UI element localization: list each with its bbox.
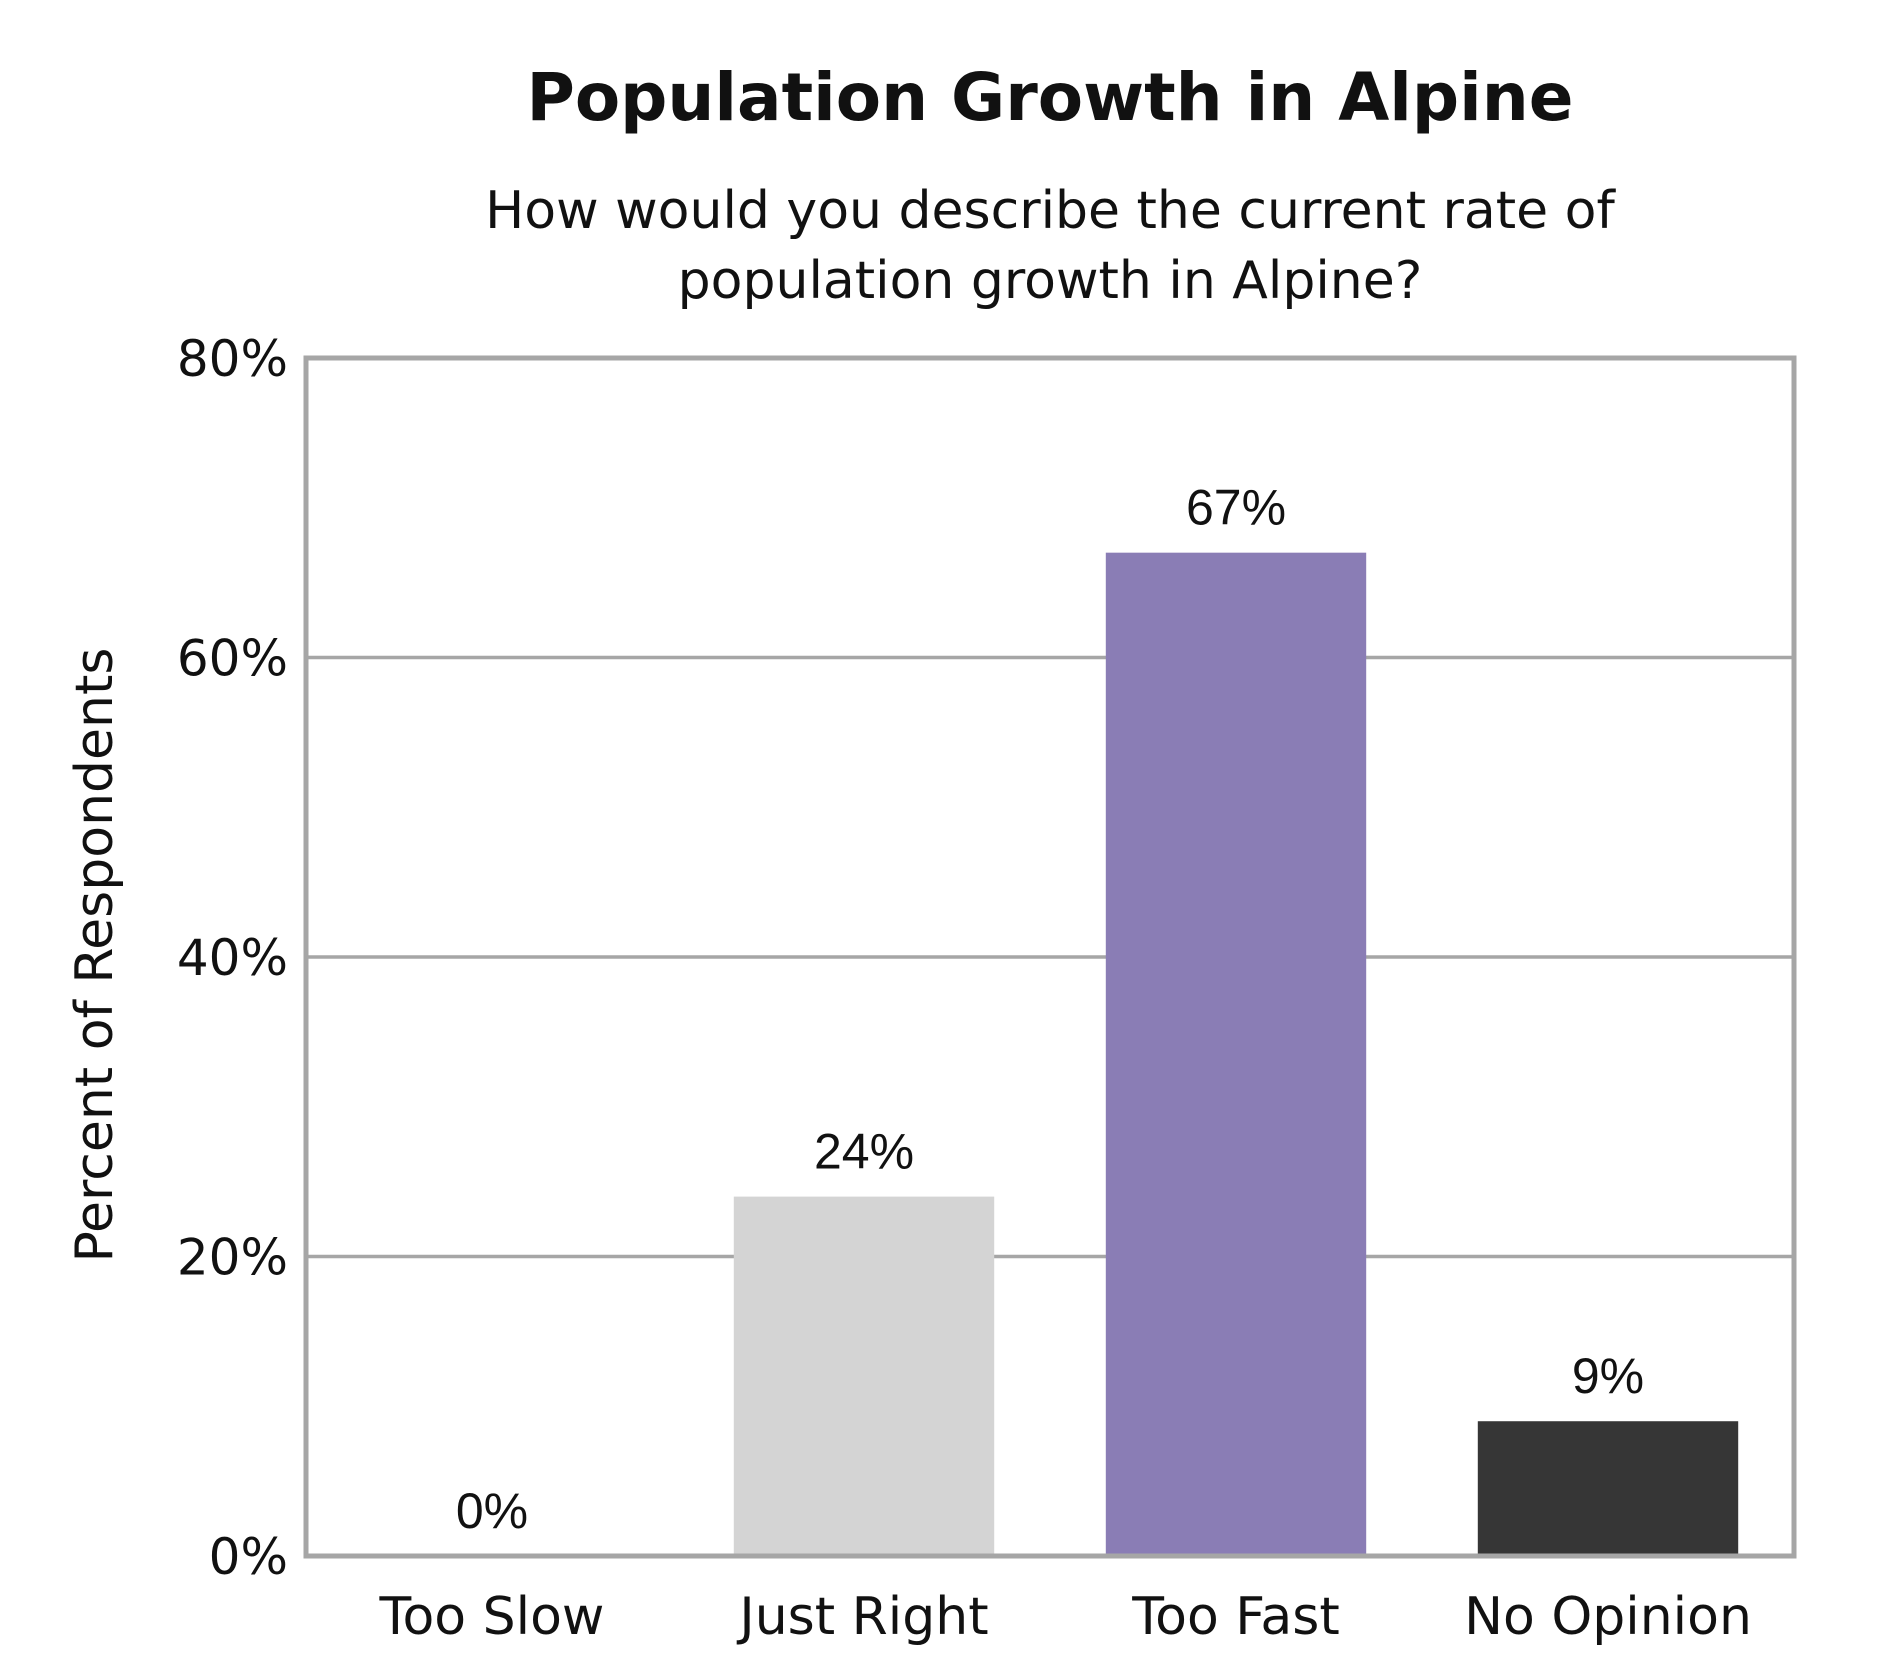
bar [1477,1421,1739,1556]
data-label: 67% [1186,480,1286,536]
bar [733,1196,995,1556]
x-axis-ticks: Too Slow Just Right Too Fast No Opinion [379,1587,1752,1647]
data-label: 9% [1572,1348,1644,1404]
plot-frame [303,355,1797,1559]
data-label: 24% [814,1124,914,1180]
y-tick-label: 20% [177,1229,288,1287]
x-tick-label: No Opinion [1464,1587,1752,1647]
x-tick-label: Too Slow [379,1587,605,1647]
chart-title: Population Growth in Alpine [526,59,1573,136]
y-tick-label: 80% [177,330,288,388]
y-tick-label: 40% [177,929,288,987]
x-tick-label: Just Right [736,1587,988,1647]
x-tick-label: Too Fast [1131,1587,1340,1647]
y-axis-ticks: 0% 20% 40% 60% 80% [177,330,288,1586]
gridlines [306,655,1794,1259]
y-tick-label: 60% [177,630,288,688]
y-tick-label: 0% [209,1528,288,1586]
bar [1105,552,1367,1556]
data-labels: 0% 24% 67% 9% [456,480,1644,1539]
bars [733,552,1739,1556]
data-label: 0% [456,1483,528,1539]
chart-subtitle-line-1: How would you describe the current rate … [485,181,1616,241]
y-axis-title: Percent of Respondents [65,648,125,1263]
chart-subtitle-line-2: population growth in Alpine? [678,251,1423,311]
